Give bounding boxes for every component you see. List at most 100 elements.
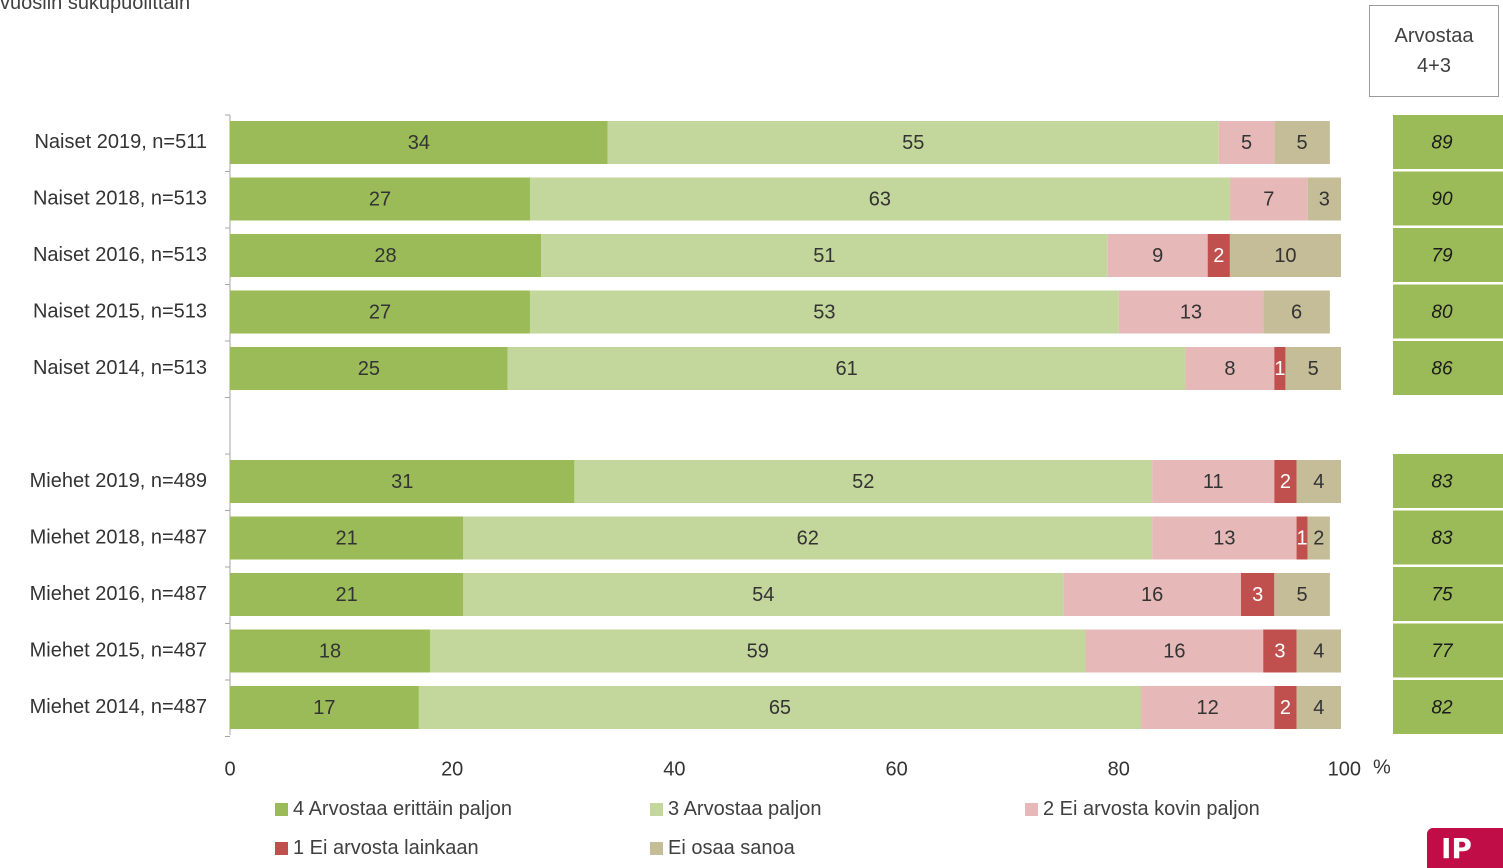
summary-value: 79 — [1431, 246, 1453, 267]
legend-swatch — [275, 803, 288, 816]
bar-segment — [1085, 629, 1264, 673]
data-label: 4 — [1313, 697, 1324, 719]
x-axis-unit: % — [1373, 756, 1391, 778]
summary-cell — [1393, 567, 1503, 621]
summary-value: 89 — [1431, 133, 1453, 154]
bar-segment — [529, 177, 1230, 221]
category-label: Miehet 2018, n=487 — [30, 526, 207, 548]
data-label: 13 — [1180, 301, 1202, 323]
data-label: 54 — [752, 584, 774, 606]
summary-value: 83 — [1431, 472, 1453, 493]
bar-segment — [1207, 234, 1230, 277]
bar-segment — [1285, 347, 1341, 390]
data-label: 5 — [1308, 358, 1319, 380]
summary-column-header: Arvostaa 4+3 — [1369, 5, 1499, 97]
data-label: 52 — [852, 471, 874, 493]
bar-segment — [1274, 460, 1297, 503]
bar-segment — [1185, 347, 1275, 390]
legend-label: Ei osaa sanoa — [668, 837, 795, 859]
bar-segment — [1241, 573, 1275, 616]
summary-cell — [1393, 171, 1503, 226]
x-tick-label: 40 — [663, 758, 685, 780]
category-label: Miehet 2016, n=487 — [30, 583, 207, 605]
bar-segment — [1141, 686, 1275, 729]
data-label: 62 — [797, 527, 819, 549]
data-label: 4 — [1313, 471, 1324, 493]
data-label: 27 — [369, 188, 391, 210]
summary-cell — [1393, 680, 1503, 734]
bar-segment — [1218, 121, 1275, 164]
category-label: Miehet 2015, n=487 — [30, 639, 207, 661]
bar-segment — [1152, 460, 1275, 503]
legend-label: 4 Arvostaa erittäin paljon — [293, 798, 513, 820]
bar-segment — [529, 290, 1119, 334]
x-tick-label: 100 — [1328, 758, 1361, 780]
data-label: 34 — [408, 132, 430, 154]
data-label: 3 — [1319, 188, 1330, 210]
data-label: 65 — [769, 697, 791, 719]
bar-segment — [1229, 177, 1308, 221]
data-label: 1 — [1274, 358, 1285, 380]
data-label: 1 — [1297, 527, 1308, 549]
bar-segment — [574, 460, 1153, 503]
data-label: 2 — [1213, 245, 1224, 267]
bar-segment — [607, 121, 1219, 164]
bar-segment — [1229, 234, 1341, 277]
bar-segment — [1263, 629, 1297, 673]
data-label: 2 — [1313, 527, 1324, 549]
legend-label: 2 Ei arvosta kovin paljon — [1043, 798, 1260, 820]
bar-segment — [230, 686, 419, 729]
bar-segment — [1296, 629, 1341, 673]
data-label: 2 — [1280, 471, 1291, 493]
bar-segment — [1296, 686, 1341, 729]
data-label: 10 — [1274, 245, 1296, 267]
bar-segment — [230, 177, 530, 221]
data-label: 8 — [1224, 358, 1235, 380]
bar-segment — [230, 516, 464, 560]
legend-item: 3 Arvostaa paljon — [650, 798, 821, 821]
legend-item: 2 Ei arvosta kovin paljon — [1025, 798, 1260, 821]
category-label: Naiset 2018, n=513 — [33, 187, 207, 209]
x-tick-label: 0 — [224, 758, 235, 780]
data-label: 51 — [813, 245, 835, 267]
category-label: Naiset 2019, n=511 — [34, 131, 207, 153]
bar-segment — [463, 573, 1064, 616]
summary-cell — [1393, 284, 1503, 339]
summary-value: 90 — [1431, 189, 1453, 210]
data-label: 12 — [1197, 697, 1219, 719]
data-label: 59 — [747, 640, 769, 662]
data-label: 5 — [1297, 584, 1308, 606]
bar-segment — [1307, 177, 1341, 221]
data-label: 9 — [1152, 245, 1163, 267]
summary-cell — [1393, 228, 1503, 282]
x-tick-label: 20 — [441, 758, 463, 780]
bar-segment — [418, 686, 1142, 729]
bar-segment — [1263, 290, 1330, 334]
summary-header-line1: Arvostaa — [1394, 25, 1474, 47]
bar-segment — [230, 629, 430, 673]
data-label: 16 — [1141, 584, 1163, 606]
data-label: 16 — [1163, 640, 1185, 662]
bar-segment — [230, 460, 575, 503]
data-label: 11 — [1203, 471, 1224, 493]
bar-segment — [230, 121, 608, 164]
data-label: 13 — [1213, 527, 1235, 549]
category-label: Miehet 2014, n=487 — [30, 696, 207, 718]
x-tick-label: 60 — [885, 758, 907, 780]
summary-value: 80 — [1431, 302, 1453, 323]
data-label: 28 — [374, 245, 396, 267]
data-label: 21 — [336, 584, 358, 606]
data-label: 61 — [835, 358, 857, 380]
legend-swatch — [650, 842, 663, 855]
bar-segment — [1296, 516, 1308, 560]
data-label: 21 — [336, 527, 358, 549]
bar-segment — [1274, 347, 1286, 390]
bar-segment — [230, 234, 542, 277]
summary-header-line2: 4+3 — [1417, 55, 1451, 77]
brand-logo: IP — [1427, 828, 1503, 868]
legend-item: 4 Arvostaa erittäin paljon — [275, 798, 512, 821]
data-label: 31 — [391, 471, 413, 493]
summary-value: 82 — [1431, 698, 1453, 719]
data-label: 55 — [902, 132, 924, 154]
